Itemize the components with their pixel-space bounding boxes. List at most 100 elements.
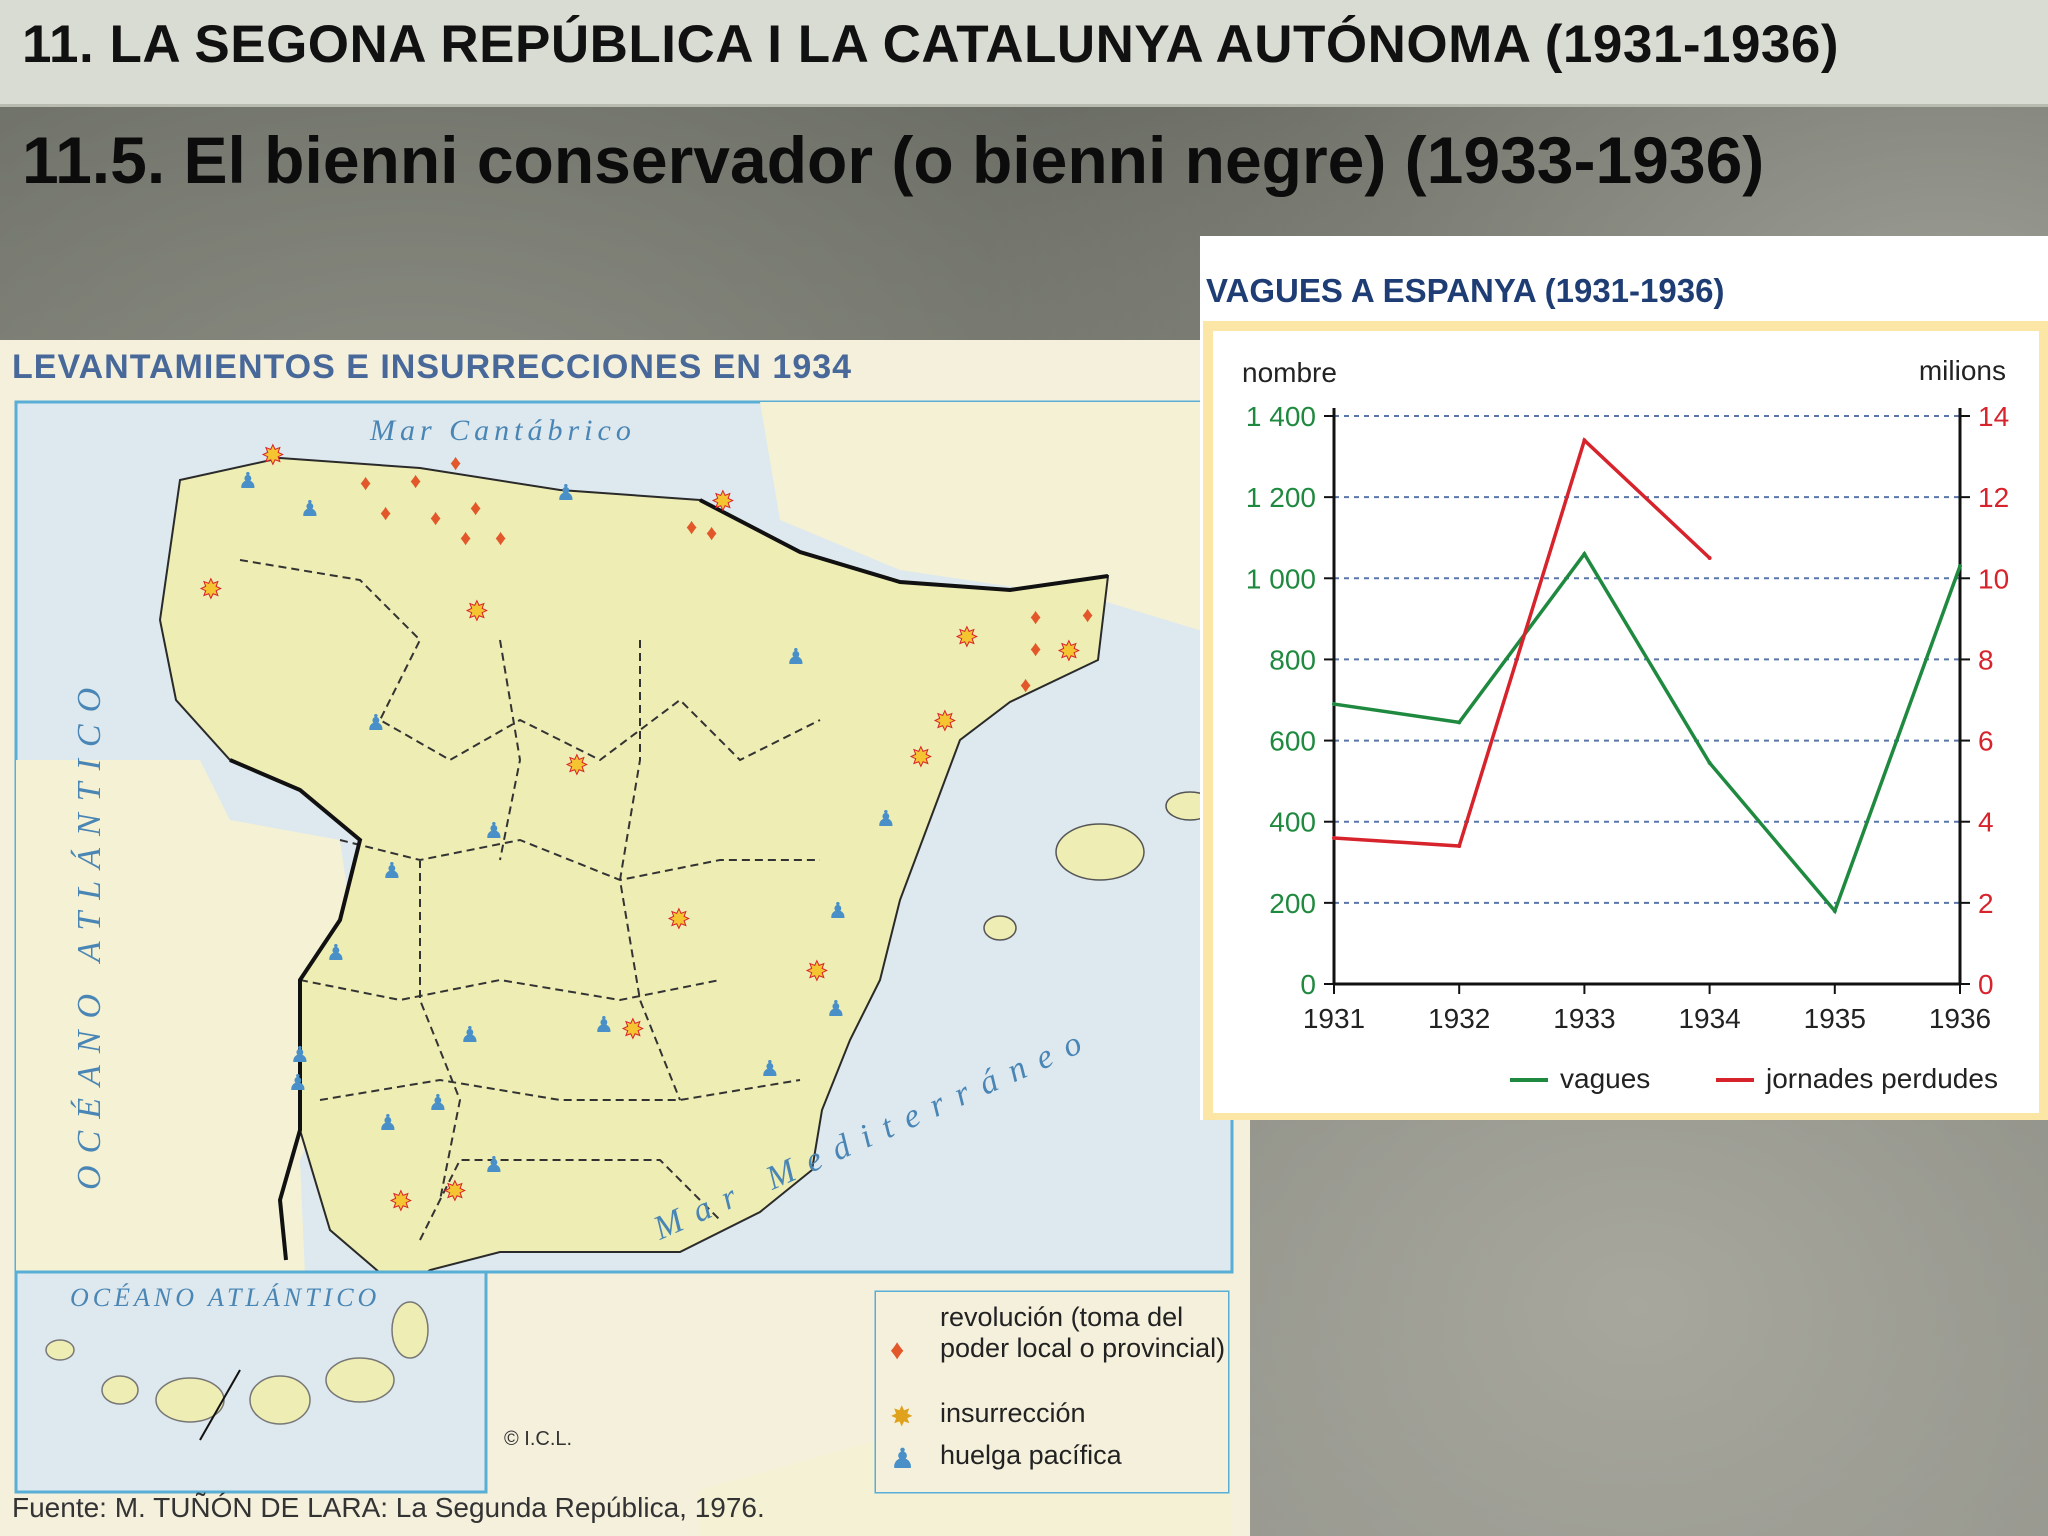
page-title: 11. LA SEGONA REPÚBLICA I LA CATALUNYA A…	[22, 15, 1840, 74]
svg-text:✸: ✸	[444, 1176, 466, 1206]
svg-text:♟: ♟	[786, 644, 806, 669]
y-right-tick-label: 12	[1978, 482, 2009, 513]
svg-text:♟: ♟	[826, 996, 846, 1021]
y-left-axis-label: nombre	[1242, 357, 1337, 388]
svg-text:✸: ✸	[910, 742, 932, 772]
canary-islands	[45, 1301, 429, 1425]
flame-icon: ♦	[890, 1334, 905, 1365]
svg-text:✸: ✸	[712, 486, 734, 516]
svg-text:✸: ✸	[200, 574, 222, 604]
label-oceano-atlantico: OCÉANO ATLÁNTICO	[71, 676, 108, 1190]
series-point-vagues	[1958, 564, 1962, 569]
line-chart: 0 200 400 600 800 1 000 1 200 1 400 0 2 4 6 8 10 12 14 1…	[1203, 321, 2048, 1120]
france-border	[699, 498, 1109, 593]
ibiza-island	[983, 915, 1017, 941]
star-burst-icon: ✸	[890, 1401, 914, 1432]
series-point-vagues	[1832, 908, 1837, 913]
chart-title: VAGUES A ESPANYA (1931-1936)	[1206, 272, 1725, 309]
svg-text:✸: ✸	[566, 750, 588, 780]
svg-text:♦: ♦	[706, 520, 717, 545]
series-point-vagues	[1582, 551, 1587, 556]
series-point-jornades-perdudes	[1582, 438, 1587, 443]
svg-text:♟: ♟	[460, 1022, 480, 1047]
section-subtitle: 11.5. El bienni conservador (o bienni ne…	[22, 123, 1765, 197]
svg-text:♦: ♦	[686, 514, 697, 539]
y-left-tick-label: 1 000	[1246, 563, 1316, 594]
svg-text:♦: ♦	[450, 450, 461, 475]
svg-text:✸: ✸	[806, 956, 828, 986]
legend-label-jornades-perdudes: jornades perdudes	[1765, 1063, 1998, 1094]
y-right-tick-label: 10	[1978, 563, 2009, 594]
svg-text:♟: ♟	[300, 496, 320, 521]
map-panel: Mar Cantábrico OCÉANO ATLÁNTICO OCÉANO A…	[0, 340, 1250, 1536]
legend-item-revolucion: revolución (toma del poder local o provi…	[940, 1302, 1226, 1363]
legend-item-huelga: huelga pacífica	[940, 1440, 1122, 1470]
series-point-vagues	[1707, 760, 1712, 765]
x-tick-label: 1935	[1804, 1003, 1866, 1034]
svg-text:✸: ✸	[466, 596, 488, 626]
chart-frame	[1203, 321, 2048, 1120]
svg-text:♦: ♦	[1020, 672, 1031, 697]
map-copyright: © I.C.L.	[504, 1428, 573, 1450]
y-left-tick-label: 800	[1269, 644, 1316, 675]
svg-text:♟: ♟	[288, 1070, 308, 1095]
svg-text:♦: ♦	[360, 470, 371, 495]
svg-text:♟: ♟	[366, 710, 386, 735]
portugal-border	[229, 758, 363, 1261]
y-left-tick-label: 400	[1269, 807, 1316, 838]
svg-text:✸: ✸	[668, 904, 690, 934]
series-point-vagues	[1332, 702, 1336, 707]
map-symbols: ♦ ♦♦ ♦ ♦ ♦ ♦ ♦♦ ♦♦♦ ♦ ♦ ✸✸✸ ✸✸ ✸ ✸✸✸ ✸✸✸ ✸ ✸ ♟♟…	[200, 440, 1094, 1217]
x-tick-label: 1936	[1929, 1003, 1991, 1034]
strike-symbols: ♟ ♟ ♟ ♟ ♟ ♟ ♟ ♟ ♟ ♟ ♟ ♟ ♟ ♟ ♟ ♟ ♟ ♟ ♟	[238, 468, 896, 1177]
y-left-tick-label: 1 400	[1246, 401, 1316, 432]
label-mar-cantabrico: Mar Cantábrico	[369, 414, 636, 447]
svg-text:♦: ♦	[1030, 604, 1041, 629]
svg-text:♟: ♟	[828, 898, 848, 923]
mallorca-island	[1055, 823, 1145, 881]
legend-item-insurreccion: insurrección	[940, 1398, 1086, 1428]
svg-text:♦: ♦	[1030, 636, 1041, 661]
series-point-jornades-perdudes	[1707, 556, 1712, 560]
svg-text:✸: ✸	[390, 1186, 412, 1216]
series-line-jornades-perdudes	[1333, 437, 1711, 848]
x-tick-label: 1932	[1428, 1003, 1490, 1034]
legend-label-vagues: vagues	[1560, 1063, 1650, 1094]
label-oceano-canarias: OCÉANO ATLÁNTICO	[70, 1283, 380, 1312]
y-left-tick-label: 1 200	[1246, 482, 1316, 513]
star-symbols: ✸✸✸ ✸✸ ✸ ✸✸✸ ✸✸✸ ✸ ✸	[200, 440, 1081, 1217]
svg-text:♦: ♦	[380, 500, 391, 525]
province-borders	[239, 559, 821, 1241]
header-bar: 11. LA SEGONA REPÚBLICA I LA CATALUNYA A…	[0, 0, 2048, 107]
y-left-tick-label: 600	[1269, 726, 1316, 757]
france-land	[760, 402, 1232, 640]
y-left-tick-label: 0	[1300, 969, 1316, 1000]
svg-text:♦: ♦	[495, 525, 506, 550]
svg-text:♦: ♦	[460, 525, 471, 550]
svg-text:♟: ♟	[760, 1056, 780, 1081]
svg-text:♟: ♟	[876, 806, 896, 831]
svg-text:♦: ♦	[1082, 602, 1093, 627]
flame-symbols: ♦ ♦ ♦ ♦ ♦ ♦ ♦ ♦ ♦ ♦ ♦ ♦ ♦ ♦	[360, 450, 1093, 697]
x-tick-label: 1934	[1678, 1003, 1740, 1034]
striker-icon: ♟	[890, 1443, 916, 1474]
inset-divider	[199, 1369, 241, 1441]
svg-text:♟: ♟	[326, 940, 346, 965]
x-tick-label: 1931	[1303, 1003, 1365, 1034]
svg-text:♦: ♦	[470, 495, 481, 520]
series-point-vagues	[1457, 720, 1462, 725]
x-tick-label: 1933	[1553, 1003, 1615, 1034]
y-right-tick-label: 2	[1978, 888, 1994, 919]
series-line-vagues	[1333, 550, 1962, 915]
svg-text:♦: ♦	[410, 468, 421, 493]
svg-text:♟: ♟	[382, 858, 402, 883]
chart-panel: VAGUES A ESPANYA (1931-1936) 0 200 400 600 8…	[1200, 236, 2048, 1120]
svg-text:♟: ♟	[594, 1012, 614, 1037]
y-right-tick-label: 8	[1978, 644, 1994, 675]
y-left-tick-label: 200	[1269, 888, 1316, 919]
series-point-jornades-perdudes	[1457, 844, 1462, 849]
svg-text:♟: ♟	[556, 480, 576, 505]
svg-text:♟: ♟	[378, 1110, 398, 1135]
series-point-jornades-perdudes	[1332, 835, 1336, 840]
y-right-tick-label: 0	[1978, 969, 1994, 1000]
